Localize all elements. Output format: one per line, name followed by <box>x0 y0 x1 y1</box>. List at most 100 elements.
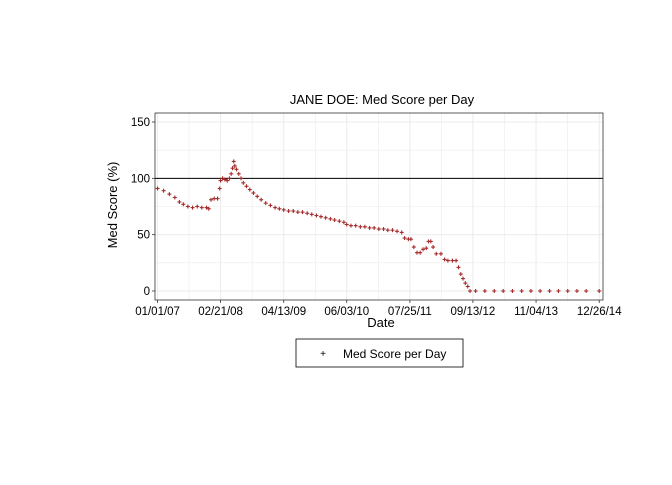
data-point <box>232 163 237 168</box>
data-point <box>341 220 346 225</box>
data-point <box>236 171 241 176</box>
chart-title: JANE DOE: Med Score per Day <box>290 92 475 107</box>
x-tick-label: 07/25/11 <box>388 306 432 318</box>
data-point <box>367 225 372 230</box>
data-point <box>492 288 497 293</box>
y-tick-label: 100 <box>131 173 150 185</box>
data-point <box>167 192 172 197</box>
x-tick-label: 04/13/09 <box>261 306 306 318</box>
data-point <box>395 229 400 234</box>
data-point <box>358 224 363 229</box>
x-axis-title: Date <box>367 315 394 330</box>
x-tick-label: 02/21/08 <box>198 306 243 318</box>
x-tick-label: 01/01/07 <box>135 306 180 318</box>
legend-label: Med Score per Day <box>343 347 446 361</box>
data-point <box>204 205 209 210</box>
data-point <box>465 284 470 289</box>
data-point <box>482 288 487 293</box>
x-tick-label: 09/13/12 <box>451 306 496 318</box>
data-point <box>390 228 395 233</box>
data-point <box>268 203 273 208</box>
data-point <box>323 215 328 220</box>
data-point <box>418 250 423 255</box>
data-point <box>372 225 377 230</box>
data-point <box>227 176 232 181</box>
legend-key: + <box>320 349 326 360</box>
data-point <box>431 245 436 250</box>
data-point <box>337 219 342 224</box>
data-point <box>234 167 239 172</box>
data-point <box>442 257 447 262</box>
x-axis: 01/01/07 02/21/08 04/13/09 06/03/10 07/25/11… <box>135 300 622 318</box>
data-point <box>277 206 282 211</box>
data-point <box>510 288 515 293</box>
data-point <box>300 210 305 215</box>
data-point <box>473 288 478 293</box>
points-layer <box>155 159 602 293</box>
data-point <box>402 236 407 241</box>
data-point <box>584 288 589 293</box>
data-point <box>385 228 390 233</box>
data-point <box>528 288 533 293</box>
data-point <box>348 223 353 228</box>
y-tick-label: 150 <box>131 117 150 129</box>
data-point <box>381 227 386 232</box>
data-point <box>468 288 473 293</box>
data-point <box>501 288 506 293</box>
y-axis: 0 50 100 150 <box>131 117 155 298</box>
data-point <box>376 227 381 232</box>
data-point <box>172 195 177 200</box>
data-point <box>209 197 214 202</box>
data-point <box>177 199 182 204</box>
data-point <box>445 258 450 263</box>
data-point <box>286 209 291 214</box>
data-point <box>318 214 323 219</box>
legend-box <box>295 338 464 368</box>
data-point <box>438 251 443 256</box>
data-point <box>295 210 300 215</box>
data-point <box>332 218 337 223</box>
data-point <box>556 288 561 293</box>
data-point <box>215 196 220 201</box>
data-point <box>255 194 260 199</box>
data-point <box>456 265 461 270</box>
data-point <box>565 288 570 293</box>
data-point <box>230 166 235 171</box>
x-tick-label: 11/04/13 <box>514 306 558 318</box>
data-point <box>314 213 319 218</box>
data-point <box>220 176 225 181</box>
data-point <box>344 222 349 227</box>
data-point <box>519 288 524 293</box>
data-point <box>185 204 190 209</box>
data-point <box>239 176 244 181</box>
data-point <box>181 202 186 207</box>
data-point <box>305 211 310 216</box>
data-point <box>421 247 426 252</box>
x-tick-label: 06/03/10 <box>324 306 369 318</box>
data-point <box>155 186 160 191</box>
data-point <box>424 246 429 251</box>
data-point <box>244 184 249 189</box>
data-point <box>574 288 579 293</box>
data-point <box>241 180 246 185</box>
data-point <box>328 216 333 221</box>
data-point <box>222 177 227 182</box>
data-point <box>229 171 234 176</box>
data-point <box>362 224 367 229</box>
data-point <box>458 272 463 277</box>
data-point <box>463 281 468 286</box>
data-point <box>273 205 278 210</box>
legend: + Med Score per Day <box>295 338 464 368</box>
data-point <box>461 276 466 281</box>
y-axis-title: Med Score (%) <box>105 162 120 249</box>
data-point <box>218 178 223 183</box>
data-point <box>190 205 195 210</box>
data-point <box>247 187 252 192</box>
data-point <box>399 230 404 235</box>
y-tick-label: 0 <box>144 286 150 298</box>
data-point <box>291 209 296 214</box>
data-point <box>538 288 543 293</box>
